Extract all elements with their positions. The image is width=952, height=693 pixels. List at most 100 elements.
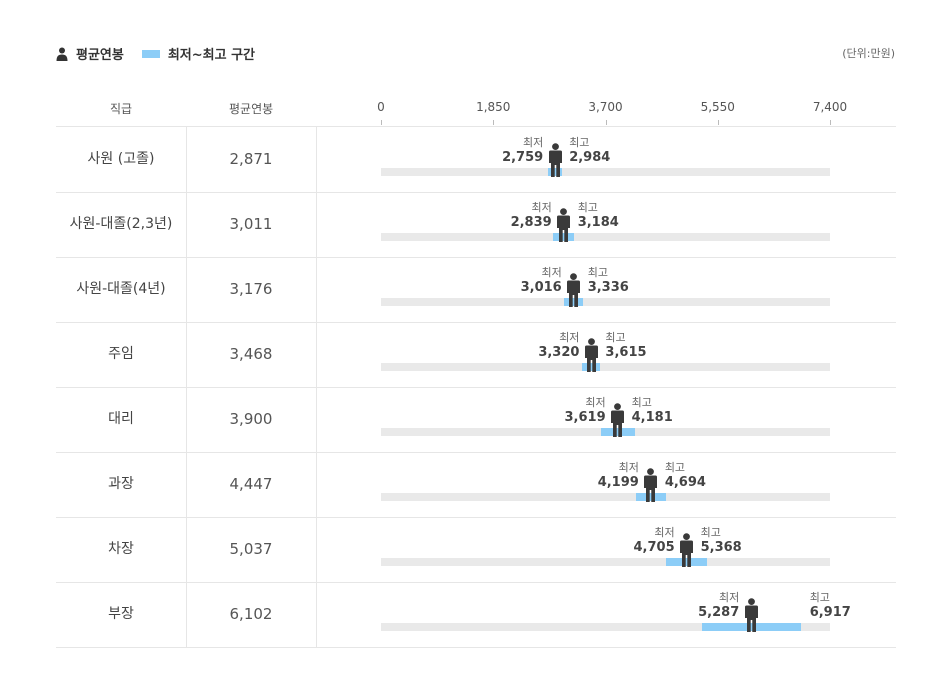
- max-label: 최고 3,615: [605, 331, 646, 361]
- max-caption: 최고: [809, 591, 830, 604]
- header-divider: [56, 126, 896, 127]
- table-row: 대리 3,900 최저 3,619 최고 4,181: [56, 387, 896, 452]
- min-label: 최저 2,759: [502, 136, 543, 166]
- person-icon: [56, 47, 68, 61]
- min-caption: 최저: [531, 201, 552, 214]
- max-caption: 최고: [700, 526, 721, 539]
- average-person-marker-icon: [566, 273, 581, 307]
- max-caption: 최고: [569, 136, 590, 149]
- row-title: 주임: [108, 346, 134, 362]
- row-title: 부장: [108, 606, 134, 622]
- x-tick-label: 3,700: [588, 100, 623, 114]
- legend-avg-label: 평균연봉: [76, 48, 124, 63]
- average-person-marker-icon: [556, 208, 571, 242]
- column-divider: [316, 127, 317, 647]
- range-track: [381, 363, 830, 371]
- min-value: 4,705: [633, 540, 675, 555]
- salary-range-bar: [600, 428, 635, 436]
- max-caption: 최고: [664, 461, 686, 474]
- column-header-rank: 직급: [110, 102, 133, 116]
- salary-range-bar: [666, 558, 707, 566]
- max-label: 최고 4,181: [632, 396, 673, 426]
- table-row: 차장 5,037 최저 4,705 최고 5,368: [56, 517, 896, 582]
- column-divider: [186, 127, 187, 647]
- salary-range-bar: [548, 168, 563, 176]
- min-label: 최저 4,199: [598, 461, 639, 491]
- row-divider: [56, 387, 896, 388]
- row-divider: [56, 517, 896, 518]
- min-value: 5,287: [698, 605, 740, 620]
- max-value: 5,368: [700, 540, 742, 555]
- range-track: [381, 298, 830, 306]
- min-label: 최저 3,619: [565, 396, 606, 426]
- min-value: 2,839: [510, 215, 552, 230]
- row-average-salary: 3,176: [229, 280, 273, 298]
- min-value: 3,320: [538, 345, 580, 360]
- unit-label: (단위:만원): [842, 47, 895, 60]
- row-title: 차장: [108, 541, 134, 557]
- x-tick-label: 1,850: [476, 100, 511, 114]
- table-row: 과장 4,447 최저 4,199 최고 4,694: [56, 452, 896, 517]
- max-caption: 최고: [577, 201, 598, 214]
- max-label: 최고 3,336: [588, 266, 629, 296]
- row-divider: [56, 582, 896, 583]
- average-person-marker-icon: [610, 403, 625, 437]
- max-value: 4,694: [664, 475, 706, 490]
- average-person-marker-icon: [643, 468, 658, 502]
- max-label: 최고 4,694: [665, 461, 706, 491]
- min-label: 최저 4,705: [634, 526, 675, 556]
- min-caption: 최저: [719, 591, 740, 604]
- min-value: 3,619: [564, 410, 606, 425]
- table-row: 부장 6,102 최저 5,287 최고 6,917: [56, 582, 896, 647]
- table-row: 사원 (고졸) 2,871 최저 2,759 최고 2,984: [56, 127, 896, 192]
- max-value: 4,181: [631, 410, 673, 425]
- max-label: 최고 5,368: [701, 526, 742, 556]
- min-value: 4,199: [597, 475, 639, 490]
- max-value: 3,336: [587, 280, 629, 295]
- range-swatch-icon: [141, 49, 160, 58]
- row-divider: [56, 452, 896, 453]
- min-label: 최저 3,320: [538, 331, 579, 361]
- average-person-marker-icon: [584, 338, 599, 372]
- row-divider: [56, 192, 896, 193]
- range-track: [381, 558, 830, 566]
- row-title: 대리: [108, 411, 134, 427]
- range-track: [381, 168, 830, 176]
- row-divider: [56, 322, 896, 323]
- max-value: 6,917: [809, 605, 851, 620]
- average-person-marker-icon: [679, 533, 694, 567]
- row-average-salary: 2,871: [229, 150, 273, 168]
- max-label: 최고 6,917: [810, 591, 851, 621]
- table-row: 주임 3,468 최저 3,320 최고 3,615: [56, 322, 896, 387]
- min-value: 3,016: [520, 280, 562, 295]
- max-caption: 최고: [587, 266, 608, 279]
- max-value: 3,615: [605, 345, 647, 360]
- max-label: 최고 2,984: [569, 136, 610, 166]
- table-row: 사원-대졸(4년) 3,176 최저 3,016 최고 3,336: [56, 257, 896, 322]
- x-tick-label: 7,400: [812, 100, 848, 114]
- average-person-marker-icon: [744, 598, 759, 632]
- max-caption: 최고: [631, 396, 652, 409]
- x-tick-label: 5,550: [700, 100, 735, 114]
- salary-range-bar: [582, 363, 601, 371]
- salary-range-bar: [563, 298, 584, 306]
- row-divider: [56, 257, 896, 258]
- min-caption: 최저: [618, 461, 639, 474]
- max-value: 3,184: [577, 215, 619, 230]
- row-title: 사원-대졸(4년): [76, 281, 166, 297]
- legend-range-label: 최저~최고 구간: [167, 48, 256, 63]
- row-average-salary: 3,900: [229, 410, 273, 428]
- row-title: 과장: [108, 476, 134, 492]
- row-average-salary: 3,011: [229, 215, 273, 233]
- min-label: 최저 5,287: [698, 591, 739, 621]
- x-tick-mark: [830, 120, 831, 125]
- min-caption: 최저: [522, 136, 544, 149]
- x-tick-mark: [493, 120, 495, 125]
- range-track: [381, 623, 830, 631]
- row-average-salary: 6,102: [229, 605, 273, 623]
- table-row: 사원-대졸(2,3년) 3,011 최저 2,839 최고 3,184: [56, 192, 896, 257]
- min-value: 2,759: [502, 150, 544, 165]
- min-caption: 최저: [585, 396, 606, 409]
- chart-legend: 평균연봉 최저~최고 구간: [56, 44, 255, 63]
- min-caption: 최저: [541, 266, 562, 279]
